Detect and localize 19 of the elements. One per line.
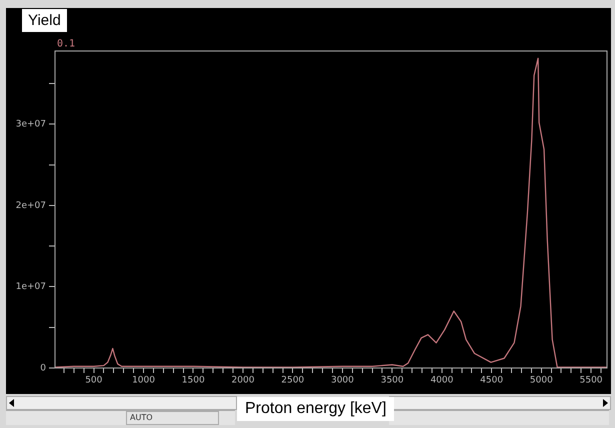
x-tick-label: 500 — [85, 376, 103, 386]
x-tick-label: 1000 — [132, 376, 156, 386]
x-axis-title: Proton energy [keV] — [237, 397, 394, 421]
y-tick-label: 3e+07 — [16, 120, 46, 130]
x-tick-label: 4500 — [480, 376, 504, 386]
x-tick-label: 5500 — [580, 376, 603, 386]
x-tick-label: 2000 — [232, 376, 255, 386]
text: AUTO — [126, 411, 219, 425]
x-tick-label: 3500 — [380, 376, 404, 386]
y-tick-label: 0 — [40, 363, 46, 374]
y-tick-label: 1e+07 — [16, 282, 46, 292]
x-tick-label: 4000 — [430, 376, 454, 386]
x-tick-label: 2500 — [281, 376, 304, 386]
y-axis-title: Yield — [22, 9, 67, 32]
x-tick-label: 5000 — [530, 376, 554, 386]
x-tick-label: 3000 — [330, 376, 354, 386]
text: 0.1 — [57, 38, 76, 50]
y-tick-label: 2e+07 — [16, 200, 46, 211]
x-tick-label: 1500 — [182, 376, 205, 386]
